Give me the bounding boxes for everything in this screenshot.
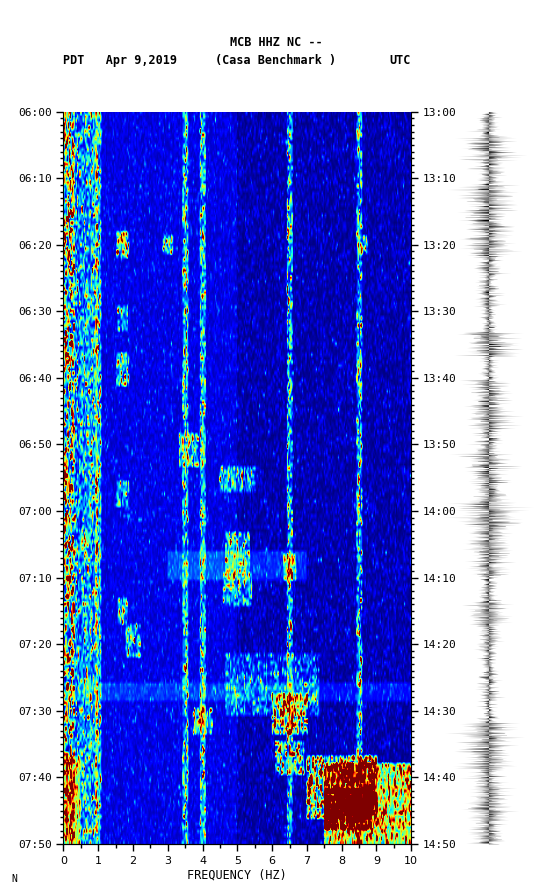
Text: UTC: UTC	[390, 54, 411, 67]
Text: MCB HHZ NC --: MCB HHZ NC --	[230, 37, 322, 49]
Text: (Casa Benchmark ): (Casa Benchmark )	[215, 54, 337, 67]
Polygon shape	[6, 9, 61, 25]
Text: N: N	[11, 874, 17, 884]
Text: PDT   Apr 9,2019: PDT Apr 9,2019	[63, 54, 178, 67]
X-axis label: FREQUENCY (HZ): FREQUENCY (HZ)	[188, 869, 287, 881]
Text: USGS: USGS	[29, 14, 50, 24]
